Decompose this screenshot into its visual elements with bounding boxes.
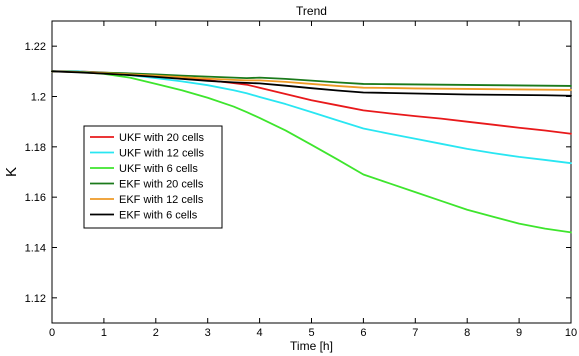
- chart-title: Trend: [296, 4, 327, 18]
- y-tick-label: 1.12: [25, 293, 46, 305]
- x-tick-label: 4: [257, 327, 263, 339]
- x-tick-label: 2: [153, 327, 159, 339]
- x-tick-label: 5: [308, 327, 314, 339]
- x-tick-label: 8: [464, 327, 470, 339]
- x-axis-title: Time [h]: [290, 339, 333, 353]
- y-tick-label: 1.14: [25, 243, 46, 255]
- x-tick-label: 0: [49, 327, 55, 339]
- series-line-ukf-with-6-cells: [51, 70, 572, 234]
- y-tick-label: 1.22: [25, 41, 46, 53]
- series-line-ekf-with-20-cells: [51, 70, 572, 87]
- x-tick-label: 10: [565, 327, 577, 339]
- legend-label: EKF with 20 cells: [119, 179, 204, 191]
- y-tick-label: 1.18: [25, 142, 46, 154]
- axis-ticks: 0 1 2 3 4 5 6 7 8 9 10 1.12 1.14 1.16 1.18 1.2 1.22: [25, 21, 577, 339]
- series-line-ekf-with-6-cells: [51, 70, 572, 97]
- legend-label: EKF with 6 cells: [119, 210, 198, 222]
- legend-label: UKF with 12 cells: [119, 148, 204, 160]
- x-tick-label: 9: [516, 327, 522, 339]
- y-tick-label: 1.16: [25, 192, 46, 204]
- y-axis-title: K: [3, 167, 20, 177]
- x-tick-label: 3: [205, 327, 211, 339]
- x-tick-label: 7: [412, 327, 418, 339]
- x-tick-label: 1: [101, 327, 107, 339]
- legend-label: UKF with 20 cells: [119, 132, 204, 144]
- x-tick-label: 6: [360, 327, 366, 339]
- y-tick-label: 1.2: [31, 92, 46, 104]
- series-line-ekf-with-12-cells: [51, 70, 572, 91]
- series-lines: [51, 70, 572, 234]
- legend: UKF with 20 cells UKF with 12 cells UKF wi…: [83, 125, 223, 229]
- legend-label: UKF with 6 cells: [119, 163, 198, 175]
- legend-label: EKF with 12 cells: [119, 194, 204, 206]
- legend-box: [83, 125, 223, 229]
